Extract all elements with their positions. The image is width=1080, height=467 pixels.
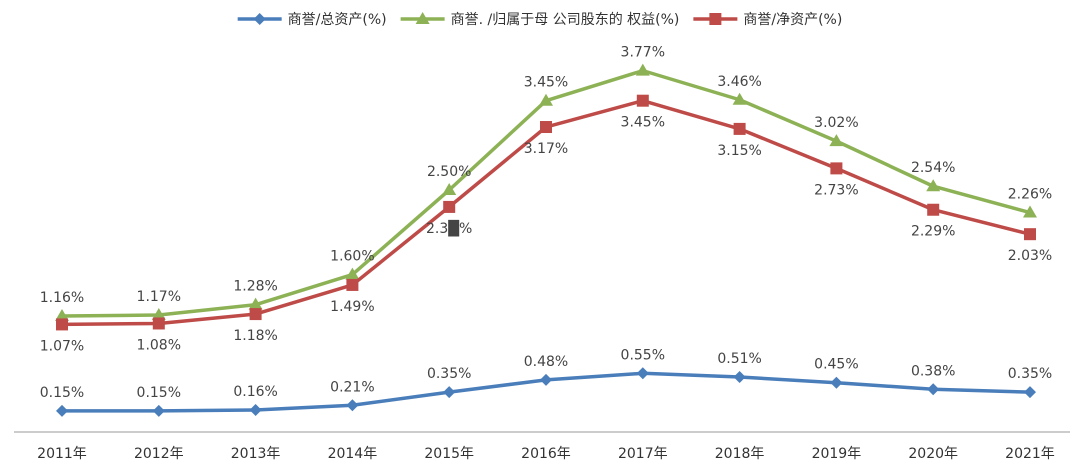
data-label: 3.45% bbox=[524, 75, 568, 91]
data-label: 2.26% bbox=[1008, 187, 1052, 203]
data-point bbox=[540, 373, 552, 386]
legend-marker bbox=[415, 12, 430, 24]
legend-label: 商誉. /归属于母 公司股东的 权益(%) bbox=[451, 11, 680, 28]
data-point bbox=[249, 308, 262, 321]
data-point bbox=[151, 308, 166, 321]
data-point bbox=[733, 371, 746, 384]
data-point bbox=[732, 92, 747, 105]
series-2: 1.07% 1.08% 1.18% 1.49% 2.3█% 3.17% 3.45% 3.15%… bbox=[40, 94, 1052, 354]
data-point bbox=[539, 93, 553, 106]
data-point bbox=[248, 297, 263, 310]
data-point bbox=[152, 317, 165, 330]
data-point bbox=[540, 121, 552, 134]
x-tick-label: 2019年 bbox=[812, 446, 862, 462]
data-point bbox=[152, 404, 165, 417]
data-label: 2.50% bbox=[427, 164, 471, 180]
data-point bbox=[56, 404, 68, 417]
x-tick-label: 2020年 bbox=[908, 446, 958, 462]
data-point bbox=[442, 183, 457, 195]
x-tick-label: 2012年 bbox=[134, 446, 184, 462]
data-point bbox=[927, 203, 940, 216]
data-point bbox=[56, 318, 68, 331]
data-label: 1.18% bbox=[233, 328, 277, 344]
x-axis: 2011年 2012年 2013年 2014年 2015年 2016年 2017年 2018年… bbox=[14, 431, 1070, 462]
data-label: 2.03% bbox=[1008, 248, 1052, 264]
data-point bbox=[830, 376, 843, 389]
data-label: 2.3█% bbox=[426, 219, 472, 237]
x-tick-label: 2014年 bbox=[328, 446, 378, 462]
x-tick-label: 2011年 bbox=[37, 446, 87, 462]
series-line bbox=[61, 68, 1031, 318]
x-tick-label: 2021年 bbox=[1005, 446, 1055, 462]
data-label: 3.77% bbox=[621, 45, 665, 61]
data-point bbox=[636, 94, 649, 107]
legend-marker bbox=[709, 13, 722, 25]
data-point bbox=[733, 122, 746, 135]
data-label: 1.60% bbox=[330, 249, 374, 265]
x-tick-label: 2016年 bbox=[521, 446, 571, 462]
data-point bbox=[443, 200, 456, 213]
data-label: 0.15% bbox=[40, 385, 84, 401]
x-tick-label: 2013年 bbox=[231, 446, 281, 462]
data-point bbox=[345, 267, 360, 280]
legend-item: 商誉/净资产(%) bbox=[693, 12, 842, 28]
data-label: 3.02% bbox=[814, 115, 858, 131]
data-label: 1.07% bbox=[40, 338, 84, 354]
chart-legend: 商誉/总资产(%) 商誉. /归属于母 公司股东的 权益(%) 商誉/净资产(%) bbox=[237, 11, 842, 28]
data-point bbox=[926, 179, 941, 192]
data-label: 0.21% bbox=[330, 379, 374, 395]
legend-label: 商誉/总资产(%) bbox=[288, 12, 387, 28]
data-point bbox=[927, 383, 940, 396]
x-tick-label: 2018年 bbox=[715, 446, 765, 462]
data-point bbox=[346, 278, 359, 291]
data-point bbox=[635, 63, 650, 76]
data-point bbox=[443, 386, 456, 399]
x-tick-label: 2017年 bbox=[618, 446, 668, 462]
series-1: 1.16% 1.17% 1.28% 1.60% 2.50% 3.45% 3.77% 3.46%… bbox=[40, 45, 1052, 321]
data-point bbox=[1024, 386, 1036, 399]
data-label: 0.48% bbox=[524, 354, 568, 370]
data-point bbox=[249, 403, 262, 416]
legend-item: 商誉/总资产(%) bbox=[237, 12, 387, 28]
data-point bbox=[830, 162, 843, 175]
data-label: 2.29% bbox=[911, 224, 955, 240]
data-label: 0.15% bbox=[137, 385, 181, 401]
data-label: 2.54% bbox=[911, 160, 955, 176]
legend-item: 商誉. /归属于母 公司股东的 权益(%) bbox=[400, 11, 680, 28]
data-label: 2.73% bbox=[814, 182, 858, 198]
data-label: 0.16% bbox=[233, 384, 277, 400]
data-label: 3.17% bbox=[524, 141, 568, 157]
legend-label: 商誉/净资产(%) bbox=[743, 12, 842, 28]
data-label: 1.28% bbox=[233, 279, 277, 295]
data-label: 0.55% bbox=[621, 347, 665, 363]
data-point bbox=[829, 134, 844, 147]
data-label: 0.35% bbox=[1008, 366, 1052, 382]
plot-area: 0.15% 0.15% 0.16% 0.21% 0.35% 0.48% 0.55% 0.51%… bbox=[40, 45, 1052, 417]
data-label: 0.51% bbox=[717, 351, 761, 367]
data-label: 1.49% bbox=[330, 299, 374, 315]
data-label: 0.38% bbox=[911, 363, 955, 379]
data-label: 1.16% bbox=[40, 290, 84, 306]
data-label: 3.46% bbox=[717, 74, 761, 90]
data-label: 0.35% bbox=[427, 366, 471, 382]
series-line bbox=[61, 98, 1031, 327]
data-label: 0.45% bbox=[814, 357, 858, 373]
data-point bbox=[1023, 205, 1037, 218]
data-label: 1.17% bbox=[137, 289, 181, 305]
legend-marker bbox=[253, 13, 266, 25]
data-point bbox=[346, 399, 359, 412]
data-label: 1.08% bbox=[137, 337, 181, 353]
data-point bbox=[55, 308, 69, 321]
data-point bbox=[1024, 228, 1036, 241]
data-point bbox=[636, 367, 649, 380]
series-0: 0.15% 0.15% 0.16% 0.21% 0.35% 0.48% 0.55% 0.51%… bbox=[40, 347, 1052, 417]
data-label: 3.45% bbox=[621, 115, 665, 131]
x-tick-label: 2015年 bbox=[424, 446, 474, 462]
data-label: 3.15% bbox=[717, 143, 761, 159]
